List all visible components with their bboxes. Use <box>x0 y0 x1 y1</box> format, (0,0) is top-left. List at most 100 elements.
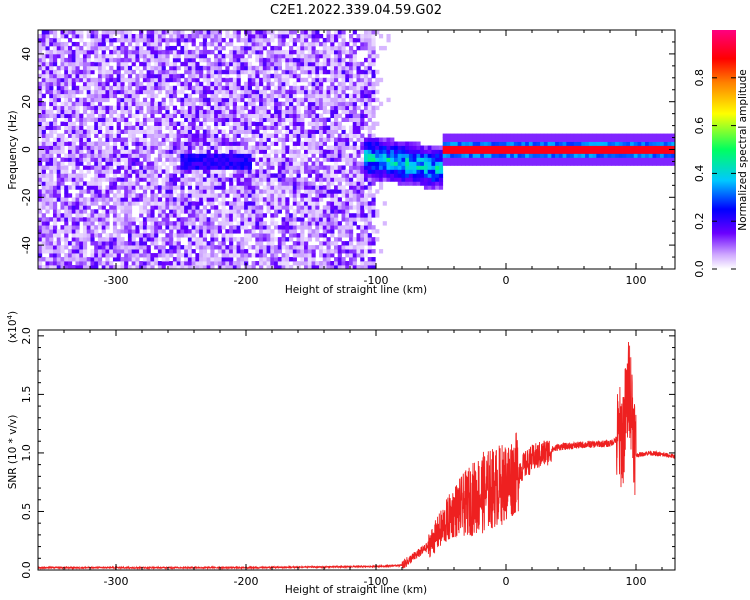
spectrogram-cell <box>367 161 372 166</box>
spectrogram-cell <box>169 205 174 210</box>
spectrogram-cell <box>292 177 297 182</box>
spectrogram-cell <box>169 141 174 146</box>
spectrogram-cell <box>352 185 357 190</box>
spectrogram-cell <box>255 237 260 242</box>
spectrogram-cell <box>221 153 226 158</box>
spectrogram-cell <box>360 185 365 190</box>
spectrogram-cell <box>244 57 249 63</box>
spectrogram-cell <box>232 97 237 103</box>
spectrogram-cell <box>105 57 110 63</box>
spectrogram-cell <box>277 41 282 47</box>
spectrogram-cell <box>352 85 357 91</box>
spectrogram-cell <box>180 33 185 39</box>
spectrogram-cell <box>139 161 144 166</box>
spectrogram-cell <box>139 121 144 126</box>
spectrogram-cell <box>86 145 91 150</box>
spectrogram-cell <box>157 145 163 150</box>
spectrogram-cell <box>281 37 286 43</box>
spectrogram-cell <box>296 57 301 63</box>
spectrogram-cell <box>427 153 432 158</box>
spectrogram-cell <box>307 57 312 63</box>
spectrogram-cell <box>90 157 95 162</box>
spectrogram-cell <box>214 30 219 35</box>
spectrogram-cell <box>146 77 151 83</box>
spectrogram-cell <box>82 129 88 134</box>
spectrogram-cell <box>90 221 95 226</box>
spectrogram-cell <box>210 193 215 198</box>
spectrogram-cell <box>296 89 301 95</box>
spectrogram-cell <box>161 113 166 119</box>
spectrogram-cell <box>38 129 43 134</box>
spectrogram-cell <box>307 205 312 210</box>
spectrogram-cell <box>363 45 369 51</box>
spectrogram-cell <box>195 181 200 186</box>
spectrogram-cell <box>322 165 327 170</box>
spectrogram-cell <box>172 69 178 75</box>
spectrogram-cell <box>225 153 230 158</box>
spectrogram-cell <box>176 41 181 47</box>
spectrogram-cell <box>38 241 43 246</box>
spectrogram-cell <box>270 93 275 99</box>
spectrogram-cell <box>513 141 519 146</box>
spectrogram-cell <box>90 265 95 269</box>
spectrogram-cell <box>236 109 241 115</box>
spectrogram-cell <box>232 85 237 91</box>
spectrogram-cell <box>229 233 234 238</box>
spectrogram-cell <box>543 149 548 154</box>
spectrogram-cell <box>289 257 294 262</box>
spectrogram-cell <box>116 245 121 250</box>
spectrogram-cell <box>41 69 46 75</box>
spectrogram-cell <box>64 261 69 266</box>
spectrogram-cell <box>259 165 264 170</box>
spectrogram-cell <box>240 129 245 134</box>
spectrogram-cell <box>408 145 414 150</box>
spectrogram-cell <box>330 73 335 79</box>
spectrogram-cell <box>116 149 121 154</box>
spectrogram-cell <box>127 113 133 119</box>
spectrogram-cell <box>202 41 208 47</box>
spectrogram-cell <box>326 193 331 198</box>
spectrogram-cell <box>135 93 140 99</box>
spectrogram-cell <box>202 237 208 242</box>
spectrogram-cell <box>330 145 335 150</box>
spectrogram-cell <box>127 177 133 182</box>
spectrogram-cell <box>319 65 324 71</box>
spectrogram-cell <box>573 149 578 154</box>
spectrogram-cell <box>236 81 241 87</box>
spectrogram-cell <box>311 209 316 214</box>
spectrogram-cell <box>49 125 54 130</box>
spectrogram-cell <box>101 217 106 222</box>
spectrogram-cell <box>127 121 133 126</box>
spectrogram-cell <box>319 129 324 134</box>
spectrogram-cell <box>71 241 76 246</box>
spectrogram-cell <box>38 41 43 47</box>
spectrogram-cell <box>135 57 140 63</box>
spectrogram-cell <box>187 185 193 190</box>
spectrogram-cell <box>139 45 144 51</box>
spectrogram-cell <box>157 69 163 75</box>
spectrogram-cell <box>105 89 110 95</box>
spectrogram-cell <box>266 97 271 103</box>
spectrogram-cell <box>154 77 159 83</box>
spectrogram-cell <box>150 57 155 63</box>
spectrogram-cell <box>210 30 215 35</box>
spectrogram-cell <box>75 41 80 47</box>
spectrogram-cell <box>180 121 185 126</box>
spectrogram-cell <box>52 221 58 226</box>
spectrogram-cell <box>187 137 193 142</box>
spectrogram-cell <box>457 149 462 154</box>
spectrogram-cell <box>292 81 297 87</box>
spectrogram-cell <box>371 157 376 162</box>
spectrogram-cell <box>307 69 312 75</box>
spectrogram-cell <box>187 181 193 186</box>
spectrogram-cell <box>109 185 114 190</box>
spectrogram-cell <box>142 237 148 242</box>
spectrogram-cell <box>71 93 76 99</box>
spectrogram-cell <box>292 153 297 158</box>
spectrogram-cell <box>270 177 275 182</box>
spectrogram-cell <box>371 37 376 43</box>
spectrogram-cell <box>412 153 417 158</box>
spectrogram-cell <box>274 141 279 146</box>
spectrogram-cell <box>150 221 155 226</box>
spectrogram-cell <box>101 261 106 266</box>
